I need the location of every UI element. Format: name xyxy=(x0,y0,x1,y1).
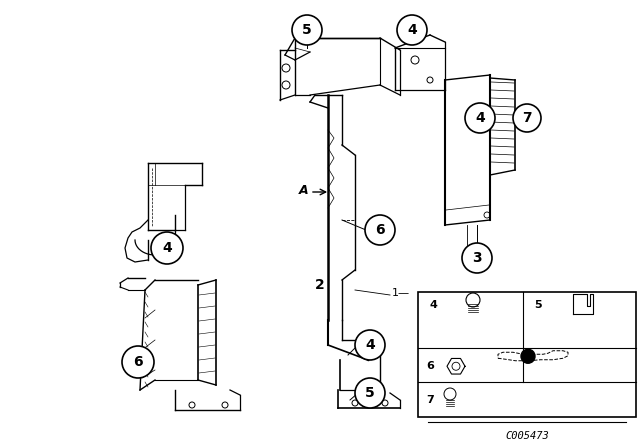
Text: 5: 5 xyxy=(365,386,375,400)
Circle shape xyxy=(465,103,495,133)
Circle shape xyxy=(365,215,395,245)
Text: 5: 5 xyxy=(534,300,542,310)
Text: 7: 7 xyxy=(426,395,434,405)
Text: 6: 6 xyxy=(426,361,434,371)
Circle shape xyxy=(397,15,427,45)
Text: 6: 6 xyxy=(375,223,385,237)
Text: 6: 6 xyxy=(133,355,143,369)
Text: 2: 2 xyxy=(315,278,325,292)
Text: 1—: 1— xyxy=(392,288,410,298)
Text: 4: 4 xyxy=(475,111,485,125)
Text: 3: 3 xyxy=(472,251,482,265)
Circle shape xyxy=(292,15,322,45)
Circle shape xyxy=(521,349,535,363)
Text: 4: 4 xyxy=(365,338,375,352)
Circle shape xyxy=(151,232,183,264)
Text: 5: 5 xyxy=(302,23,312,37)
Circle shape xyxy=(355,330,385,360)
Circle shape xyxy=(122,346,154,378)
Bar xyxy=(418,292,636,417)
Circle shape xyxy=(462,243,492,273)
Text: 4: 4 xyxy=(162,241,172,255)
Text: 4: 4 xyxy=(430,300,438,310)
Circle shape xyxy=(513,104,541,132)
Text: A: A xyxy=(298,184,308,197)
Text: 7: 7 xyxy=(522,111,532,125)
Text: C005473: C005473 xyxy=(505,431,549,441)
Text: 4: 4 xyxy=(407,23,417,37)
Circle shape xyxy=(355,378,385,408)
